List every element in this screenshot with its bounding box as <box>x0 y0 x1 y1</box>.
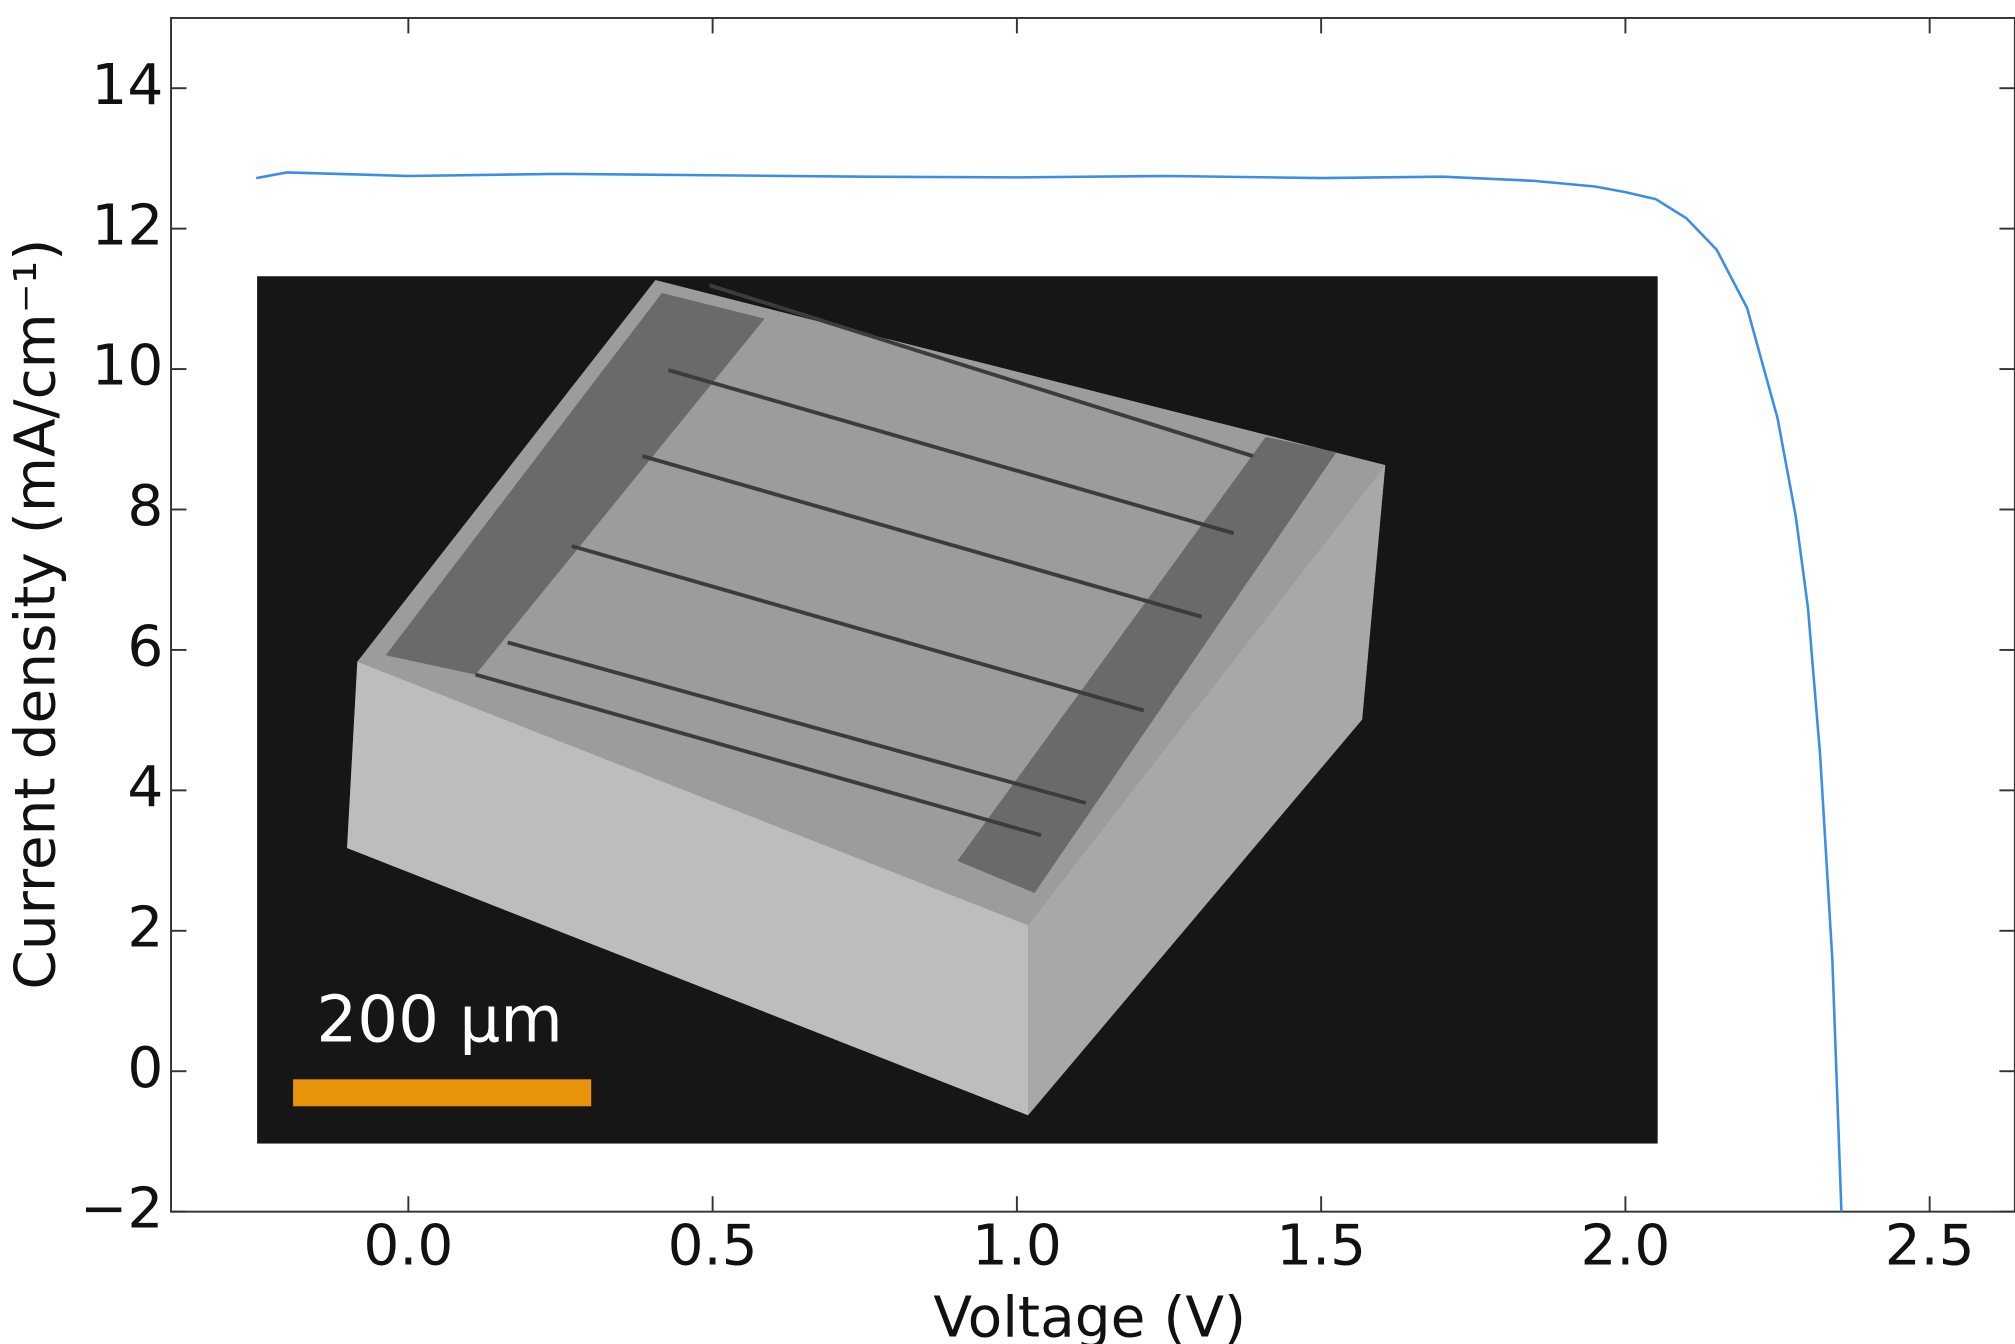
y-tick-label: −2 <box>80 1176 163 1241</box>
x-tick-label: 0.5 <box>668 1214 758 1279</box>
x-axis-label: Voltage (V) <box>933 1285 1246 1344</box>
x-tick-label: 0.0 <box>363 1214 453 1279</box>
x-tick-label: 2.5 <box>1885 1214 1975 1279</box>
scale-bar-label: 200 µm <box>316 983 562 1058</box>
y-tick-label: 2 <box>127 895 163 960</box>
y-tick-label: 4 <box>127 755 163 820</box>
y-tick-label: 8 <box>127 474 163 539</box>
y-tick-label: 10 <box>91 334 163 399</box>
y-tick-label: 12 <box>91 193 163 258</box>
y-tick-label: 0 <box>127 1036 163 1101</box>
y-tick-label: 14 <box>91 53 163 118</box>
x-tick-label: 1.5 <box>1276 1214 1366 1279</box>
data-line <box>255 171 1843 1212</box>
x-tick-label: 1.0 <box>972 1214 1062 1279</box>
y-tick-label: 6 <box>127 615 163 680</box>
sem-inset: 200 µm <box>257 276 1658 1144</box>
y-axis-label: Current density (mA/cm⁻¹) <box>3 239 68 990</box>
x-tick-label: 2.0 <box>1580 1214 1670 1279</box>
